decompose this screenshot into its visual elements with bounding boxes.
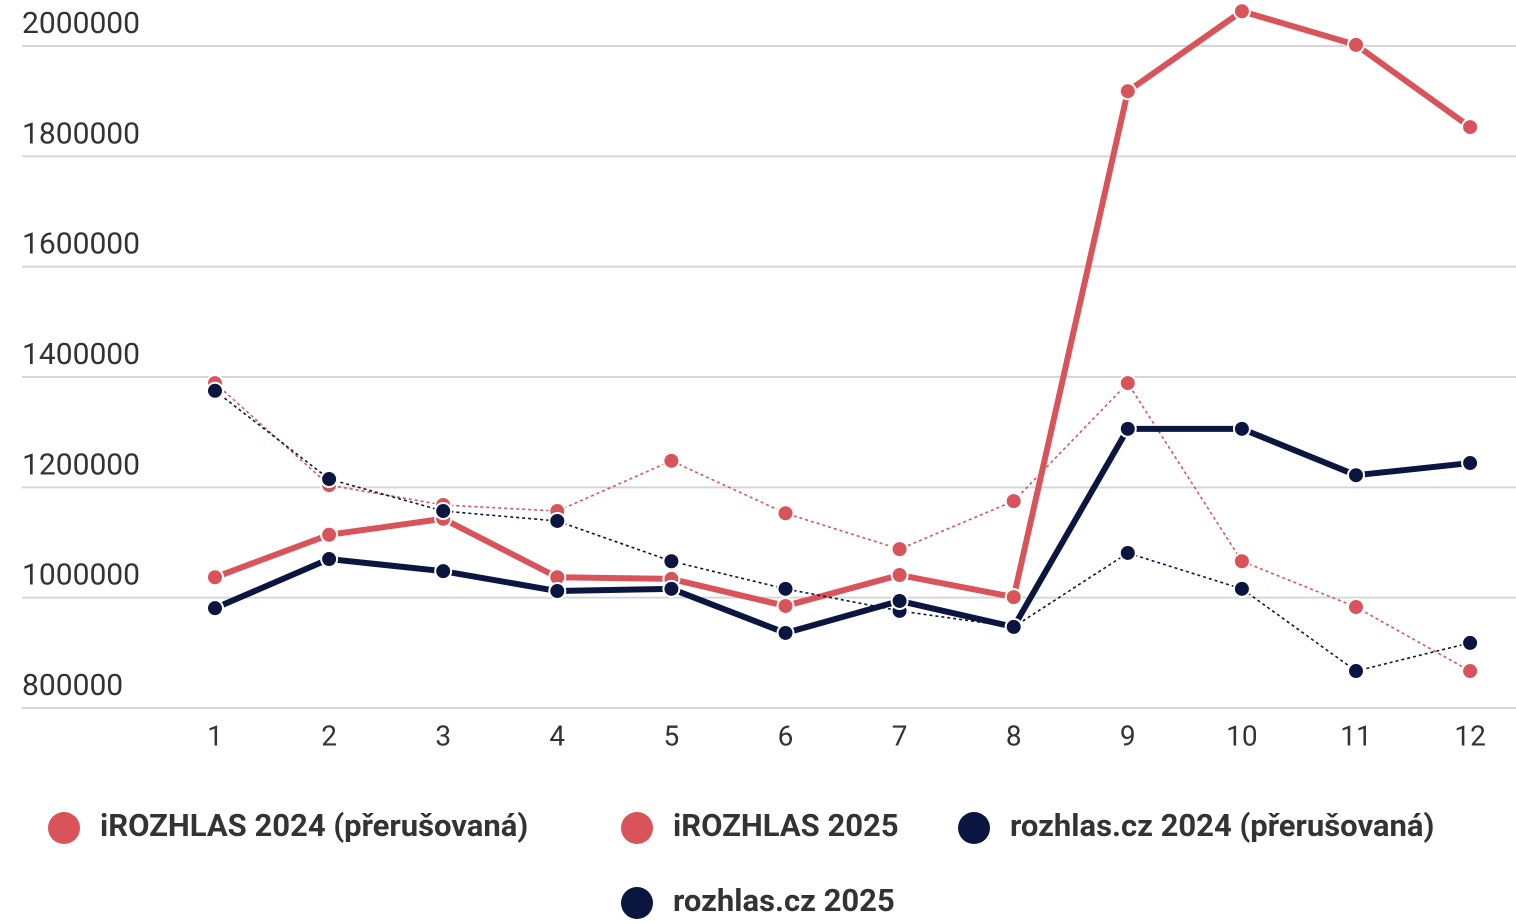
markers: [206, 2, 1480, 681]
point: [548, 511, 567, 530]
x-tick-label: 3: [435, 719, 451, 752]
point: [206, 381, 224, 400]
point: [206, 599, 224, 618]
lines: [213, 8, 1472, 672]
y-tick-label: 1600000: [22, 227, 140, 262]
point: [1347, 35, 1365, 54]
point: [662, 579, 681, 598]
legend-label: rozhlas.cz 2025: [673, 882, 895, 919]
point: [1232, 419, 1251, 438]
y-tick-label: 1400000: [22, 337, 140, 372]
point: [776, 596, 795, 615]
x-tick-label: 2: [321, 719, 337, 752]
y-tick-label: 1200000: [22, 447, 140, 482]
legend-marker: [621, 887, 653, 919]
y-tick-label: 2000000: [22, 6, 140, 41]
x-tick-label: 1: [207, 719, 223, 752]
point: [1118, 419, 1137, 438]
x-tick-label: 11: [1340, 719, 1371, 752]
point: [320, 550, 339, 569]
x-tick-label: 7: [892, 719, 908, 752]
point: [548, 582, 567, 601]
series-line: [214, 390, 1471, 672]
legend-marker: [621, 812, 653, 844]
series-line: [213, 425, 1471, 636]
point: [890, 566, 909, 585]
point: [1118, 543, 1137, 562]
point: [1004, 617, 1023, 636]
point: [1347, 466, 1365, 485]
point: [1118, 82, 1137, 101]
x-tick-label: 10: [1226, 719, 1257, 752]
y-tick-label: 1000000: [22, 558, 140, 593]
point: [890, 591, 909, 610]
point: [1232, 552, 1251, 571]
legend-label: rozhlas.cz 2024 (přerušovaná): [1010, 807, 1434, 844]
series-line: [214, 382, 1471, 672]
x-tick-label: 8: [1006, 719, 1022, 752]
point: [206, 568, 224, 587]
point: [1232, 2, 1251, 21]
x-tick-label: 5: [664, 719, 680, 752]
x-tick-label: 6: [778, 719, 794, 752]
legend-marker: [48, 812, 80, 844]
point: [776, 504, 795, 523]
point: [320, 470, 339, 489]
y-tick-label: 1800000: [22, 116, 140, 151]
point: [662, 451, 681, 470]
point: [890, 540, 909, 559]
point: [320, 525, 339, 544]
point: [1004, 492, 1023, 511]
legend-label: iROZHLAS 2024 (přerušovaná): [100, 807, 528, 844]
point: [1004, 588, 1023, 607]
point: [1118, 374, 1137, 393]
point: [1461, 662, 1480, 681]
point: [434, 502, 453, 521]
series-line: [213, 8, 1472, 609]
point: [776, 623, 795, 642]
point: [1347, 662, 1365, 681]
point: [1347, 598, 1365, 617]
y-tick-label: 800000: [22, 668, 123, 703]
point: [776, 579, 795, 598]
x-tick-label: 12: [1454, 719, 1485, 752]
point: [1461, 454, 1480, 473]
point: [662, 552, 681, 571]
x-tick-label: 4: [549, 719, 565, 752]
point: [434, 562, 453, 581]
point: [1461, 633, 1480, 652]
point: [1461, 118, 1480, 137]
legend-marker: [958, 812, 990, 844]
point: [1232, 579, 1251, 598]
x-tick-label: 9: [1120, 719, 1136, 752]
legend-label: iROZHLAS 2025: [673, 807, 899, 844]
